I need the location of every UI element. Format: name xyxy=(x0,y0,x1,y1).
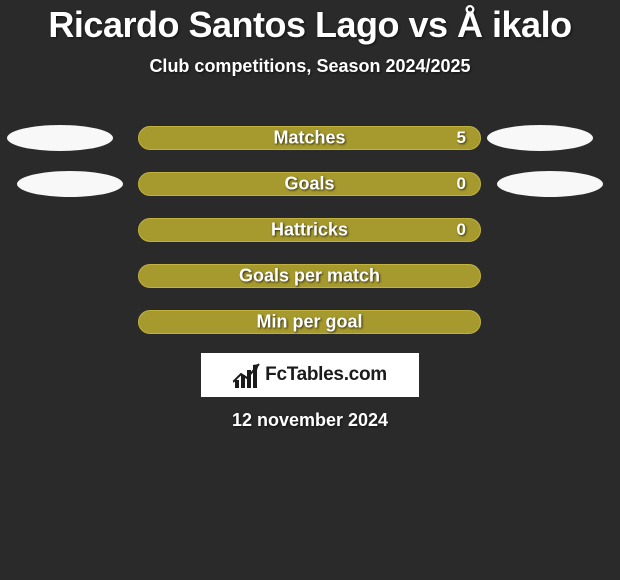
comparison-widget: Ricardo Santos Lago vs Å ikalo Club comp… xyxy=(0,0,620,580)
stat-bar: Goals per match xyxy=(138,264,481,288)
right-indicator-ellipse xyxy=(487,125,593,151)
snapshot-date: 12 november 2024 xyxy=(0,410,620,431)
bar-chart-icon xyxy=(233,362,261,388)
stat-label: Hattricks xyxy=(271,220,348,241)
stat-row: Goals per match xyxy=(0,264,620,288)
stat-row: Hattricks 0 xyxy=(0,218,620,242)
stat-rows: Matches 5 Goals 0 Hattricks 0 Goals per match M… xyxy=(0,126,620,356)
stat-bar: Matches 5 xyxy=(138,126,481,150)
stat-label: Min per goal xyxy=(256,312,362,333)
fctables-logo[interactable]: FcTables.com xyxy=(201,353,419,397)
logo-text: FcTables.com xyxy=(265,364,387,386)
stat-row: Goals 0 xyxy=(0,172,620,196)
stat-label: Goals xyxy=(284,174,334,195)
stat-value: 0 xyxy=(457,220,466,240)
stat-bar: Min per goal xyxy=(138,310,481,334)
stat-label: Matches xyxy=(273,128,345,149)
right-indicator-ellipse xyxy=(497,171,603,197)
page-title: Ricardo Santos Lago vs Å ikalo xyxy=(0,0,620,46)
stat-bar: Goals 0 xyxy=(138,172,481,196)
stat-bar: Hattricks 0 xyxy=(138,218,481,242)
stat-row: Matches 5 xyxy=(0,126,620,150)
stat-value: 0 xyxy=(457,174,466,194)
left-indicator-ellipse xyxy=(7,125,113,151)
subtitle: Club competitions, Season 2024/2025 xyxy=(0,56,620,77)
left-indicator-ellipse xyxy=(17,171,123,197)
stat-row: Min per goal xyxy=(0,310,620,334)
stat-value: 5 xyxy=(457,128,466,148)
stat-label: Goals per match xyxy=(239,266,380,287)
